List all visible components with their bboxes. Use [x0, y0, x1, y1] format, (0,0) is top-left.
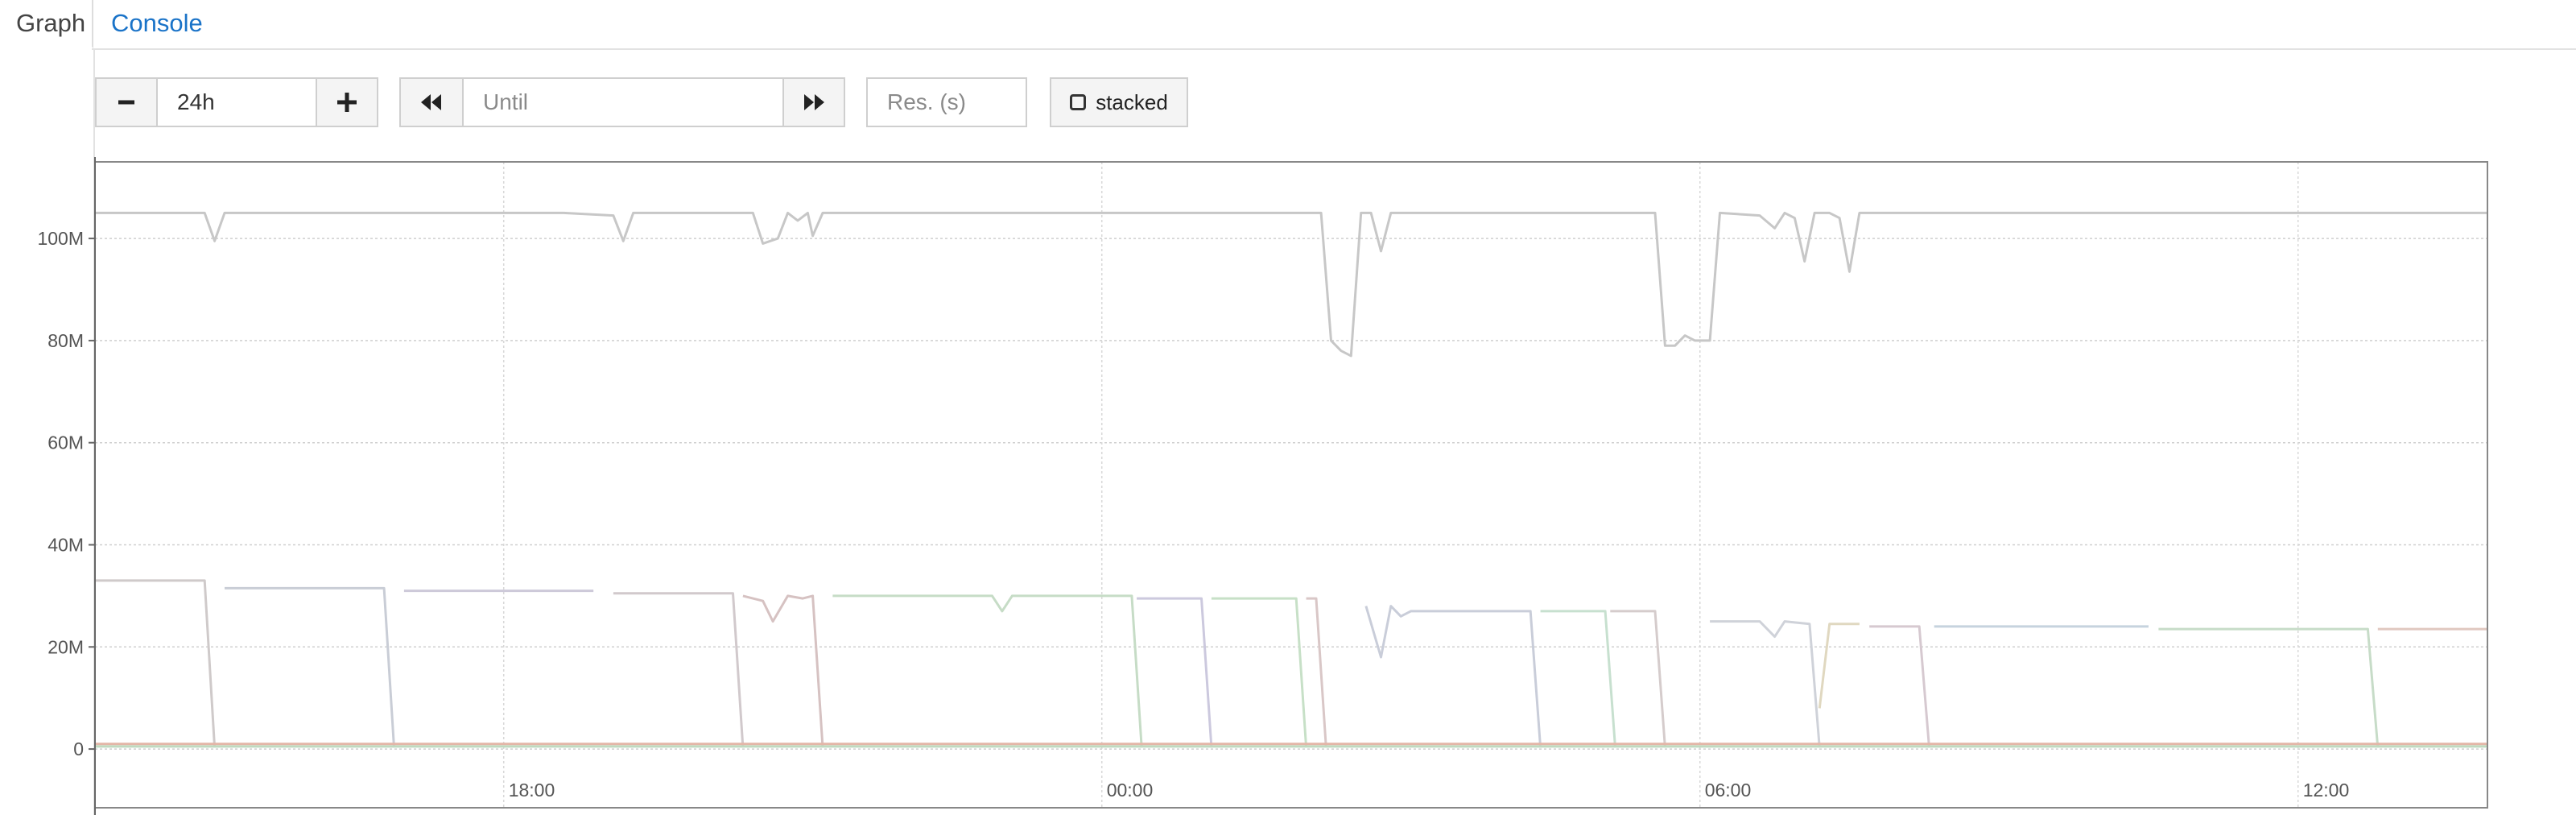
- fast-forward-icon: [803, 93, 825, 111]
- y-tick-label: 60M: [47, 432, 84, 453]
- series-line-8: [1212, 598, 1307, 747]
- axes: [89, 157, 2487, 815]
- x-tick-label: 12:00: [2303, 780, 2350, 801]
- x-tick-label: 18:00: [509, 780, 555, 801]
- resolution-input[interactable]: Res. (s): [866, 77, 1027, 127]
- series-lines: [95, 213, 2487, 747]
- graph-chart: 0 20M 40M 60M 80M 100M 18:00 00:00 06:00 12:00: [0, 157, 2576, 815]
- axis-labels: 0 20M 40M 60M 80M 100M 18:00 00:00 06:00 12:00: [37, 228, 2349, 801]
- series-line-11: [1541, 611, 1616, 747]
- fast-backward-icon: [420, 93, 443, 111]
- y-tick-label: 40M: [47, 534, 84, 555]
- y-tick-label: 20M: [47, 636, 84, 657]
- y-tick-label: 0: [73, 738, 84, 759]
- series-line-9: [1307, 598, 1327, 747]
- series-line-2: [225, 588, 394, 747]
- range-decrease-button[interactable]: [95, 77, 158, 127]
- range-input[interactable]: 24h: [156, 77, 317, 127]
- series-line-10: [1366, 606, 1541, 748]
- tab-console[interactable]: Console: [95, 0, 219, 48]
- until-placeholder: Until: [483, 89, 528, 114]
- y-tick-label: 100M: [37, 228, 84, 249]
- series-line-5: [743, 596, 823, 747]
- y-tick-label: 80M: [47, 330, 84, 351]
- x-tick-label: 06:00: [1705, 780, 1752, 801]
- minus-icon: [118, 93, 135, 111]
- series-line-0: [95, 213, 2487, 356]
- time-forward-button[interactable]: [782, 77, 845, 127]
- x-tick-label: 00:00: [1107, 780, 1154, 801]
- stacked-toggle-button[interactable]: stacked: [1050, 77, 1188, 127]
- resolution-placeholder: Res. (s): [887, 89, 966, 114]
- range-increase-button[interactable]: [316, 77, 378, 127]
- series-line-4: [613, 594, 743, 748]
- series-line-14: [1819, 624, 1860, 709]
- stacked-label: stacked: [1096, 90, 1168, 115]
- series-line-12: [1610, 611, 1665, 747]
- tab-graph[interactable]: Graph: [0, 0, 93, 48]
- range-value: 24h: [177, 89, 215, 114]
- series-line-1: [95, 581, 215, 747]
- series-line-7: [1137, 598, 1212, 747]
- checkbox-icon: [1070, 94, 1086, 110]
- plot-frame: [95, 162, 2487, 808]
- time-back-button[interactable]: [399, 77, 464, 127]
- grid-lines: [95, 162, 2487, 808]
- until-input[interactable]: Until: [462, 77, 784, 127]
- series-line-13: [1710, 622, 1819, 748]
- plus-icon: [337, 93, 357, 112]
- series-line-15: [1869, 627, 1929, 747]
- series-line-6: [832, 596, 1141, 747]
- tab-bar: Graph Console: [0, 0, 2576, 50]
